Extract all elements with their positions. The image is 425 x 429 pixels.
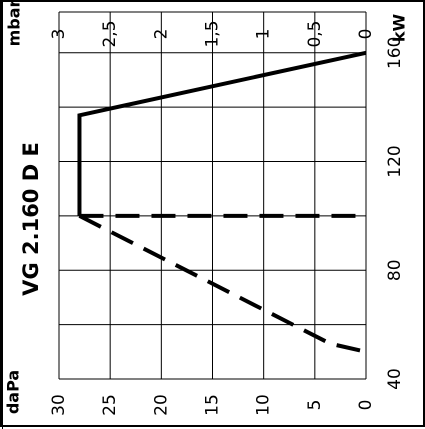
y-axis-unit-secondary: mbar [5, 2, 24, 46]
y-tick-label-secondary: 1 [254, 29, 274, 40]
y-tick-label-secondary: 2,5 [100, 20, 120, 47]
series-line-1 [77, 50, 367, 216]
y-tick-label-primary: 25 [100, 394, 120, 416]
x-tick-label: 120 [385, 145, 405, 177]
y-tick-label-primary: 10 [254, 394, 274, 416]
labels-layer: VG 2.160 D E daPa mbar kW 30 25 20 15 10 5 03 2… [4, 2, 409, 416]
y-tick-label-primary: 0 [356, 400, 376, 411]
y-tick-label-primary: 15 [203, 394, 223, 416]
y-tick-label-primary: 20 [151, 394, 171, 416]
y-tick-label-secondary: 1,5 [203, 20, 223, 47]
series-line-3 [78, 214, 367, 354]
x-axis-unit: kW [390, 14, 409, 43]
y-tick-label-secondary: 3 [49, 29, 69, 40]
series-layer [77, 50, 367, 354]
x-tick-label: 40 [385, 368, 405, 390]
x-tick-label: 80 [385, 259, 405, 281]
y-tick-label-primary: 5 [305, 400, 325, 411]
chart-title: VG 2.160 D E [19, 142, 43, 296]
x-tick-label: 160 [385, 37, 405, 69]
y-tick-label-secondary: 0,5 [305, 20, 325, 47]
y-tick-label-primary: 30 [49, 394, 69, 416]
y-tick-label-secondary: 0 [356, 29, 376, 40]
y-tick-label-secondary: 2 [151, 29, 171, 40]
y-axis-unit-primary: daPa [4, 370, 23, 414]
